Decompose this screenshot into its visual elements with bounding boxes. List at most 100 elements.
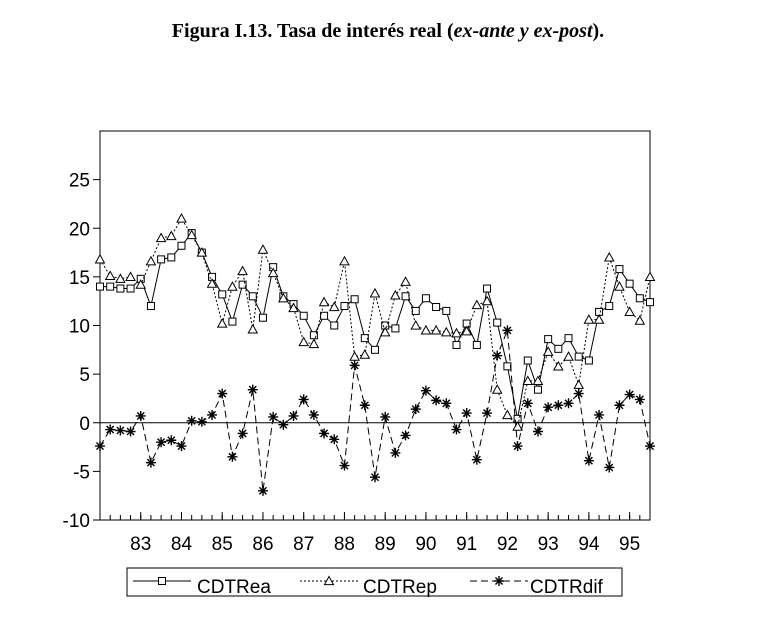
data-point-CDTRea (340, 302, 349, 311)
data-point-CDTRdif (604, 462, 615, 473)
data-point-CDTRea (228, 317, 237, 326)
data-point-CDTRep (491, 384, 503, 394)
legend-label: CDTRea (197, 577, 271, 598)
legend-swatch-marker (323, 575, 335, 586)
legend: CDTRea CDTRep CDTRdif (126, 567, 623, 598)
data-point-CDTRdif (441, 398, 452, 409)
data-point-CDTRea (218, 290, 227, 299)
data-point-CDTRep (339, 255, 350, 266)
data-point-CDTRdif (624, 389, 635, 400)
data-point-CDTRdif (543, 402, 554, 413)
data-point-CDTRdif (166, 435, 177, 446)
data-point-CDTRea (544, 335, 553, 344)
legend-entry-CDTRep: CDTRep (300, 575, 437, 598)
y-tick-label: 10 (69, 317, 90, 338)
data-point-CDTRea (493, 318, 502, 327)
data-point-CDTRdif (207, 409, 218, 420)
legend-swatch-marker (158, 577, 166, 585)
legend-swatch-marker (494, 576, 504, 586)
data-point-CDTRep (420, 324, 432, 335)
data-point-CDTRep (603, 251, 615, 262)
y-tick-label: -5 (73, 462, 90, 483)
data-point-CDTRea (116, 284, 125, 293)
series-line-CDTRea (100, 232, 651, 419)
data-point-CDTRea (126, 284, 135, 293)
data-point-CDTRdif (410, 404, 421, 415)
data-point-CDTRea (360, 334, 369, 343)
x-tick-label: 90 (415, 534, 436, 555)
data-point-CDTRea (177, 241, 186, 250)
data-point-CDTRep (176, 212, 187, 223)
x-tick-label: 86 (252, 534, 273, 555)
data-point-CDTRdif (380, 411, 391, 422)
data-point-CDTRep (227, 281, 238, 291)
data-point-CDTRdif (553, 400, 564, 411)
data-point-CDTRdif (431, 395, 442, 406)
data-point-CDTRep (532, 375, 544, 386)
data-point-CDTRep (451, 327, 462, 338)
data-point-CDTRea (411, 306, 420, 315)
data-point-CDTRep (522, 375, 534, 386)
data-point-CDTRea (248, 292, 257, 301)
data-point-CDTRdif (522, 398, 533, 409)
data-point-CDTRdif (257, 485, 268, 496)
data-point-CDTRep (410, 319, 422, 330)
data-point-CDTRep (206, 278, 218, 288)
data-point-CDTRep (155, 232, 167, 243)
data-point-CDTRep (359, 349, 371, 359)
data-point-CDTRea (635, 294, 644, 303)
data-point-CDTRep (318, 296, 330, 307)
chart-title-suffix: ). (592, 20, 605, 42)
data-point-CDTRep (267, 267, 279, 278)
data-point-CDTRdif (583, 455, 594, 466)
series-CDTRdif (95, 325, 655, 496)
data-point-CDTRdif (196, 416, 207, 427)
data-point-CDTRep (481, 295, 493, 306)
x-tick-label: 87 (293, 534, 314, 555)
data-point-CDTRdif (634, 394, 645, 405)
data-point-CDTRea (646, 298, 654, 307)
chart-title: Figura I.13. Tasa de interés real (ex-an… (0, 20, 776, 43)
legend-entry-CDTRea: CDTRea (133, 577, 271, 598)
data-point-CDTRep (461, 325, 473, 336)
chart-title-prefix: Figura I.13. Tasa de interés real ( (171, 20, 454, 42)
data-point-CDTRep (135, 279, 147, 289)
data-point-CDTRea (452, 340, 461, 349)
data-point-CDTRdif (308, 409, 319, 420)
data-point-CDTRdif (594, 409, 605, 420)
data-point-CDTRea (564, 334, 573, 343)
data-point-CDTRdif (339, 460, 350, 471)
y-tick-label: 5 (79, 365, 90, 386)
data-point-CDTRdif (288, 410, 299, 421)
data-point-CDTRea (401, 292, 410, 301)
data-point-CDTRep (634, 315, 646, 325)
data-point-CDTRdif (349, 360, 360, 371)
y-tick-label: 20 (69, 219, 90, 240)
data-point-CDTRdif (278, 419, 289, 430)
data-point-CDTRea (472, 340, 481, 349)
data-point-CDTRep (237, 265, 248, 276)
data-point-CDTRep (471, 299, 483, 310)
data-point-CDTRdif (614, 400, 625, 411)
data-point-CDTRea (299, 311, 308, 320)
data-point-CDTRdif (329, 434, 340, 445)
legend-label: CDTRdif (530, 577, 604, 598)
data-point-CDTRep (94, 253, 106, 264)
data-point-CDTRep (542, 346, 554, 356)
data-point-CDTRea (533, 385, 542, 394)
data-point-CDTRdif (176, 441, 187, 452)
data-point-CDTRdif (461, 408, 472, 419)
data-point-CDTRep (247, 323, 259, 334)
data-point-CDTRea (523, 356, 532, 365)
data-point-CDTRdif (563, 398, 574, 409)
x-tick-label: 83 (130, 534, 151, 555)
data-point-CDTRep (593, 314, 605, 324)
data-point-CDTRep (563, 351, 574, 361)
data-point-CDTRea (96, 282, 104, 291)
data-point-CDTRdif (125, 426, 136, 437)
series-CDTRea (96, 229, 654, 423)
data-point-CDTRep (390, 289, 401, 300)
data-point-CDTRdif (400, 430, 411, 441)
data-point-CDTRdif (227, 451, 238, 462)
data-point-CDTRep (349, 351, 360, 361)
